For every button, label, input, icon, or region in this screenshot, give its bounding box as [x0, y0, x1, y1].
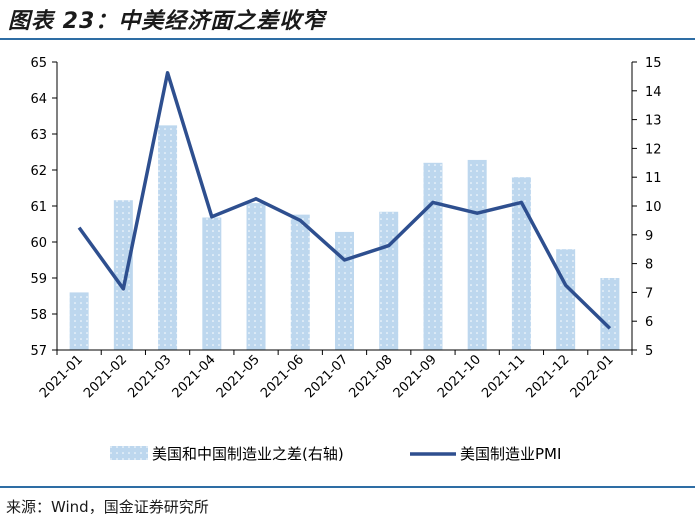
bar-2021-10	[467, 159, 487, 350]
bar-2021-04	[202, 217, 222, 350]
bar-2022-01	[600, 278, 620, 350]
x-tick-label: 2021-08	[347, 352, 396, 401]
chart-area: 57 58 59 60 61 62 63 64 65 5 6 7 8 9 10 11 12 13 14 15 2021-…	[30, 56, 662, 463]
right-tick-label: 11	[645, 171, 662, 186]
x-tick-label: 2021-01	[37, 352, 86, 401]
right-tick-label: 12	[645, 142, 662, 157]
left-tick-label: 63	[30, 128, 47, 143]
x-tick-label: 2022-01	[568, 352, 617, 401]
legend-bar-label: 美国和中国制造业之差(右轴)	[152, 445, 344, 463]
left-tick-label: 64	[30, 92, 47, 107]
x-tick-label: 2021-02	[81, 352, 130, 401]
bar-2021-06	[290, 214, 310, 350]
legend-line-label: 美国制造业PMI	[460, 445, 561, 463]
right-tick-label: 15	[645, 56, 662, 71]
bar-2021-01	[69, 292, 89, 350]
x-tick-label: 2021-06	[258, 352, 307, 401]
right-tick-label: 5	[645, 344, 653, 359]
x-tick-label: 2021-10	[435, 352, 484, 401]
bar-2021-09	[423, 162, 443, 350]
bar-2021-05	[246, 203, 266, 350]
bar-2021-02	[113, 200, 133, 350]
right-tick-label: 14	[645, 85, 662, 100]
x-tick-label: 2021-09	[391, 352, 440, 401]
title-divider	[0, 38, 695, 40]
left-tick-label: 60	[30, 236, 47, 251]
right-tick-label: 6	[645, 315, 653, 330]
bar-2021-12	[556, 249, 576, 350]
x-tick-label: 2021-04	[170, 352, 219, 401]
left-tick-label: 57	[30, 344, 47, 359]
bar-2021-07	[335, 231, 354, 350]
bar-2021-11	[511, 177, 531, 350]
x-tick-label: 2021-07	[302, 352, 351, 401]
left-tick-label: 65	[30, 56, 47, 71]
footer-divider	[0, 486, 695, 488]
bar-2021-08	[379, 211, 399, 350]
x-tick-label: 2021-12	[523, 352, 572, 401]
left-tick-label: 61	[30, 200, 47, 215]
left-tick-label: 59	[30, 272, 47, 287]
x-tick-label: 2021-11	[479, 352, 528, 401]
left-tick-label: 58	[30, 308, 47, 323]
right-tick-label: 8	[645, 258, 653, 273]
right-tick-label: 10	[645, 200, 662, 215]
left-tick-label: 62	[30, 164, 47, 179]
x-tick-label: 2021-05	[214, 352, 263, 401]
right-tick-label: 9	[645, 229, 653, 244]
chart-title: 图表 23：中美经济面之差收窄	[8, 9, 326, 34]
right-tick-label: 13	[645, 114, 662, 129]
right-tick-label: 7	[645, 286, 653, 301]
source-note: 来源：Wind，国金证券研究所	[6, 498, 209, 516]
x-tick-label: 2021-03	[125, 352, 174, 401]
legend-bar-swatch	[110, 446, 148, 460]
bar-2021-03	[158, 125, 178, 350]
